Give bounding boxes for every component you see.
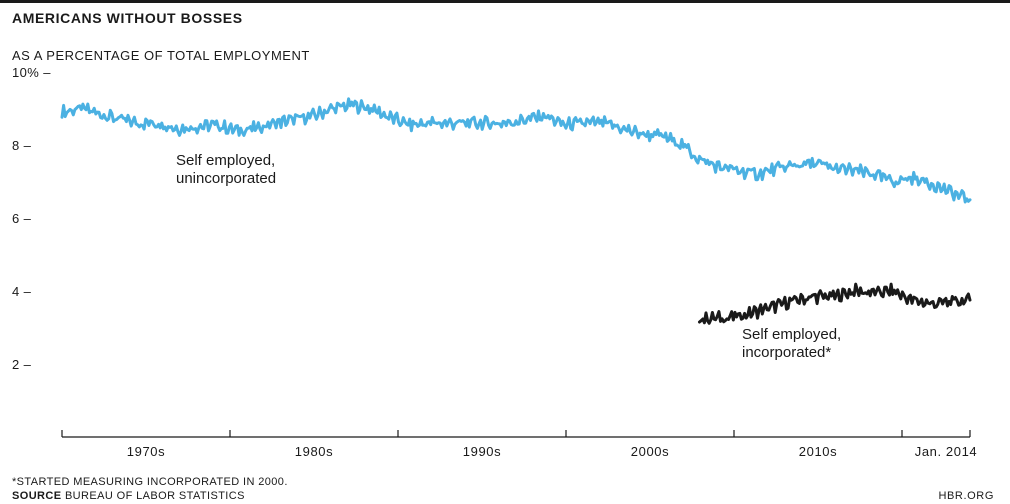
y-tick-label: 6 – — [12, 211, 32, 226]
series-label: Self employed, — [176, 152, 275, 169]
series-label: unincorporated — [176, 170, 276, 187]
x-tick-label: 1970s — [127, 444, 165, 459]
credit-label: HBR.ORG — [938, 490, 994, 502]
y-tick-label: 4 – — [12, 284, 32, 299]
series-label: Self employed, — [742, 326, 841, 343]
top-rule — [0, 0, 1010, 3]
y-tick-label: 10% – — [12, 65, 51, 80]
source-label: SOURCE — [12, 490, 62, 502]
series-line-incorporated — [698, 282, 972, 325]
x-tick-label: Jan. 2014 — [915, 444, 978, 459]
line-chart: 10% – 8 – 6 – 4 – 2 – 1970s 1980s 1990s 2000s 201… — [12, 65, 978, 459]
y-tick-label: 8 – — [12, 138, 32, 153]
x-tick-label: 1990s — [463, 444, 501, 459]
chart-title: AMERICANS WITHOUT BOSSES — [12, 10, 243, 26]
y-tick-label: 2 – — [12, 357, 32, 372]
series-label: incorporated* — [742, 344, 831, 361]
x-tick-label: 1980s — [295, 444, 333, 459]
chart-subtitle: AS A PERCENTAGE OF TOTAL EMPLOYMENT — [12, 48, 310, 63]
series-line-unincorporated — [60, 97, 972, 204]
x-tick-label: 2000s — [631, 444, 669, 459]
source-text: BUREAU OF LABOR STATISTICS — [64, 490, 245, 502]
footnote: *STARTED MEASURING INCORPORATED IN 2000. — [12, 476, 288, 488]
source-line: SOURCE BUREAU OF LABOR STATISTICS — [12, 490, 245, 502]
x-tick-label: 2010s — [799, 444, 837, 459]
